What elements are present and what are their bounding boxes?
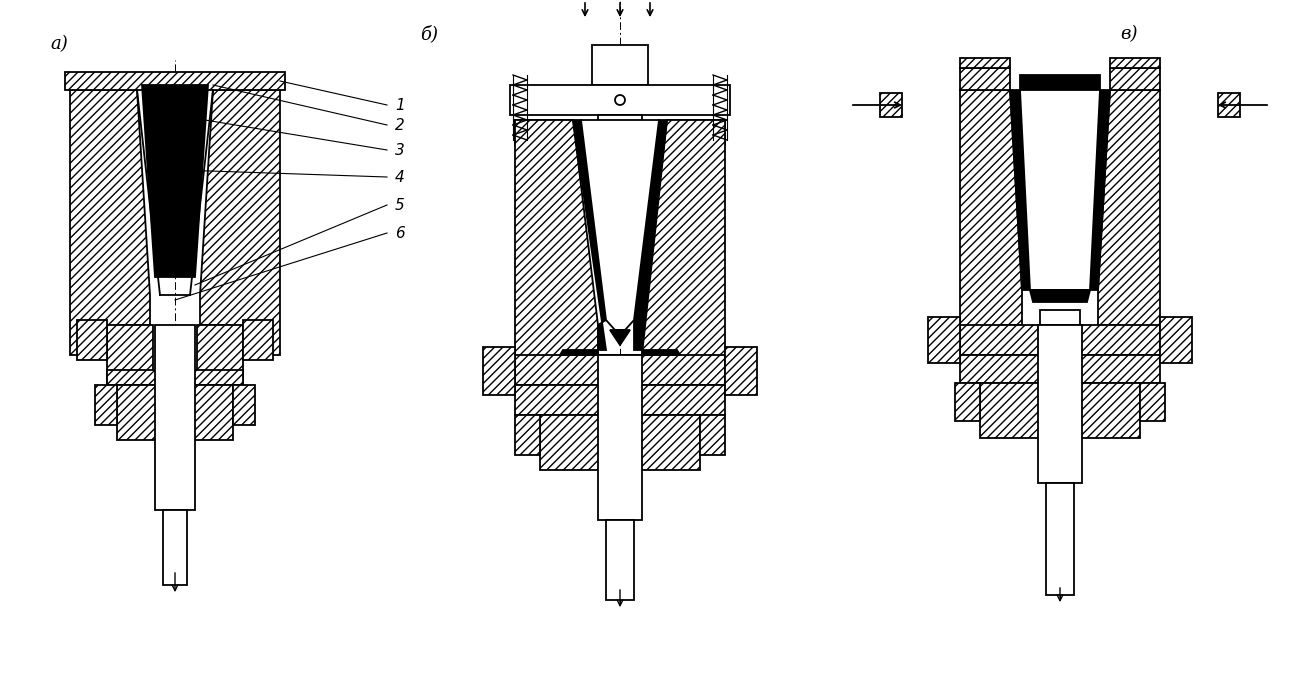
Bar (483, 347, 515, 395)
Polygon shape (1090, 90, 1109, 290)
Bar (511, 85, 730, 115)
Bar (959, 68, 1009, 90)
Text: 2: 2 (395, 118, 405, 132)
Bar (1140, 383, 1165, 421)
Bar (117, 385, 233, 440)
Bar (1046, 483, 1074, 595)
Text: 5: 5 (395, 197, 405, 212)
Bar (605, 520, 634, 600)
Text: а): а) (50, 35, 67, 53)
Bar (1040, 310, 1080, 330)
Polygon shape (642, 120, 725, 385)
Bar (107, 325, 153, 385)
Bar (78, 320, 107, 360)
Polygon shape (1020, 75, 1100, 90)
Bar (107, 370, 243, 385)
Polygon shape (1030, 290, 1090, 302)
Bar (515, 120, 572, 145)
Bar (592, 45, 647, 85)
Text: в): в) (1120, 25, 1137, 43)
Polygon shape (561, 120, 605, 355)
Text: 4: 4 (395, 169, 405, 184)
Polygon shape (1098, 90, 1159, 355)
Bar (155, 325, 195, 510)
Bar (515, 385, 725, 415)
Polygon shape (142, 85, 208, 277)
Bar (928, 317, 959, 363)
Bar (959, 355, 1159, 383)
Text: б): б) (420, 25, 438, 43)
Bar (1032, 290, 1088, 315)
Circle shape (615, 95, 625, 105)
Bar (197, 325, 243, 385)
Bar (1159, 317, 1192, 363)
Bar (243, 320, 272, 360)
Polygon shape (1020, 90, 1100, 290)
Bar (1109, 58, 1159, 68)
Polygon shape (1009, 90, 1030, 290)
Polygon shape (611, 330, 630, 345)
Bar (980, 383, 1140, 438)
Bar (1219, 93, 1240, 117)
Bar (955, 383, 980, 421)
Polygon shape (70, 90, 150, 355)
Polygon shape (515, 120, 597, 385)
Polygon shape (580, 120, 659, 330)
Bar (540, 415, 700, 470)
Polygon shape (634, 120, 680, 355)
Bar (64, 72, 286, 90)
Bar (597, 355, 642, 520)
Bar (515, 415, 540, 455)
Bar (959, 58, 1009, 68)
Bar (163, 510, 187, 585)
Bar (233, 385, 255, 425)
Text: 3: 3 (395, 142, 405, 158)
Text: 1: 1 (395, 97, 405, 112)
Bar (725, 347, 757, 395)
Bar (515, 355, 725, 385)
Bar (1109, 68, 1159, 90)
Polygon shape (200, 90, 280, 355)
Text: 6: 6 (395, 225, 405, 240)
Bar (880, 93, 901, 117)
Polygon shape (959, 90, 1023, 355)
Bar (1038, 325, 1082, 483)
Bar (95, 385, 117, 425)
Bar (959, 325, 1159, 355)
Bar (597, 115, 642, 145)
Bar (667, 120, 725, 145)
Bar (700, 415, 725, 455)
